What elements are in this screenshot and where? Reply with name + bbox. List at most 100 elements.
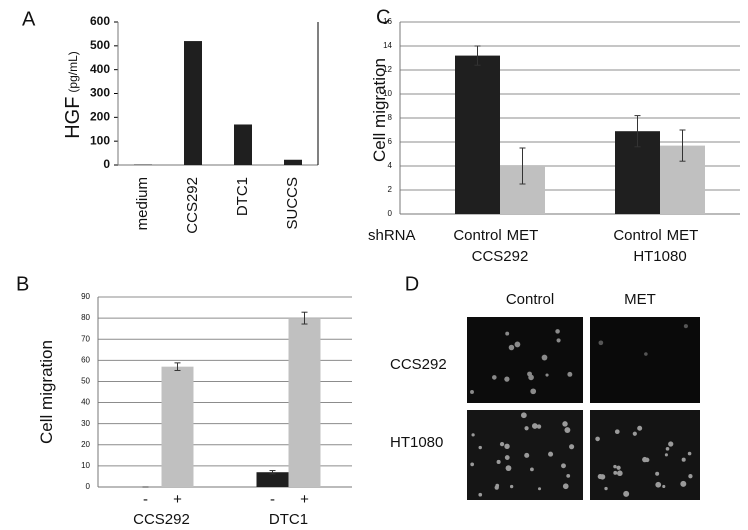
- y-axis-label: HGF: [62, 97, 84, 139]
- y-tick-label: 80: [81, 313, 90, 322]
- cell: [509, 484, 514, 489]
- y-axis-unit: (pg/mL): [66, 51, 80, 92]
- cell: [683, 324, 688, 329]
- cell: [569, 444, 575, 450]
- y-tick-label: 0: [388, 209, 393, 218]
- cell: [555, 329, 560, 334]
- x-tick-label: CCS292: [133, 511, 190, 528]
- series-label: -: [143, 491, 148, 508]
- cell: [561, 463, 566, 469]
- cell: [470, 462, 475, 467]
- cell: [662, 484, 666, 488]
- series-label: Control: [613, 227, 661, 244]
- y-tick-label: 90: [81, 292, 90, 301]
- cell: [478, 492, 483, 497]
- cell: [680, 480, 687, 487]
- y-tick-label: 70: [81, 334, 90, 343]
- y-axis-label: HGF (pg/mL): [62, 51, 84, 139]
- cell: [541, 354, 548, 361]
- cell: [514, 341, 521, 348]
- series-label: MET: [507, 227, 539, 244]
- cell: [478, 445, 482, 450]
- y-tick-label: 30: [81, 419, 90, 428]
- cell: [537, 487, 542, 491]
- cell: [499, 442, 505, 447]
- y-tick-label: 0: [103, 157, 110, 171]
- cell: [655, 471, 660, 476]
- cell: [688, 474, 693, 479]
- cell: [616, 465, 621, 470]
- cell: [504, 443, 510, 450]
- y-tick-label: 6: [388, 137, 393, 146]
- cell: [567, 371, 573, 377]
- cell: [471, 433, 475, 437]
- y-tick-label: 12: [383, 65, 392, 74]
- row-label: shRNA: [368, 227, 416, 244]
- series-label: MET: [667, 227, 699, 244]
- cell: [470, 390, 474, 394]
- cell: [562, 483, 569, 490]
- bar: [256, 472, 289, 487]
- y-tick-label: 500: [90, 38, 110, 52]
- y-tick-label: 400: [90, 62, 110, 76]
- bar: [234, 124, 252, 165]
- cell: [505, 331, 510, 336]
- y-tick-label: 8: [388, 113, 393, 122]
- cell: [655, 481, 662, 488]
- cell: [613, 470, 618, 475]
- cell: [530, 388, 537, 395]
- cell: [524, 452, 530, 458]
- cell: [598, 340, 604, 346]
- panel-label: D: [405, 273, 419, 295]
- y-tick-label: 40: [81, 398, 90, 407]
- row-label: HT1080: [390, 434, 443, 451]
- y-tick-label: 600: [90, 14, 110, 28]
- bar: [284, 159, 302, 165]
- cell: [495, 483, 500, 488]
- cell: [504, 455, 510, 460]
- bar: [455, 55, 500, 214]
- cell: [664, 453, 668, 457]
- y-tick-label: 20: [81, 440, 90, 449]
- x-tick-label: medium: [134, 177, 151, 230]
- cell: [520, 412, 527, 419]
- y-tick-label: 10: [383, 89, 392, 98]
- row-label: CCS292: [390, 356, 447, 373]
- y-tick-label: 50: [81, 377, 90, 386]
- cell: [496, 459, 501, 464]
- bar: [161, 366, 194, 487]
- cell: [623, 490, 630, 497]
- y-tick-label: 2: [388, 185, 393, 194]
- y-tick-label: 200: [90, 110, 110, 124]
- y-tick-label: 16: [383, 17, 392, 26]
- y-axis-label: Cell migration: [370, 58, 389, 162]
- cell: [613, 464, 617, 469]
- y-tick-label: 60: [81, 355, 90, 364]
- x-tick-label: SUCCS: [284, 177, 301, 230]
- series-label: Control: [453, 227, 501, 244]
- y-axis-label: Cell migration: [37, 340, 56, 444]
- y-tick-label: 100: [90, 133, 110, 147]
- cell: [665, 447, 670, 451]
- cell: [614, 429, 620, 435]
- cell: [681, 457, 686, 462]
- cell: [545, 373, 549, 377]
- cell: [637, 425, 643, 431]
- series-label: -: [270, 491, 275, 508]
- y-tick-label: 10: [81, 461, 90, 470]
- cell: [644, 352, 648, 356]
- cell: [528, 374, 534, 381]
- cell: [524, 426, 529, 431]
- series-label: +: [173, 491, 182, 508]
- cell: [616, 470, 623, 477]
- cell: [531, 423, 538, 429]
- cell: [632, 431, 637, 436]
- series-label: +: [300, 491, 309, 508]
- cell: [644, 457, 650, 463]
- panel-label: C: [376, 6, 390, 28]
- cell: [562, 421, 568, 427]
- column-label: Control: [506, 291, 554, 308]
- y-tick-label: 0: [86, 482, 91, 491]
- panel-label: B: [16, 273, 29, 295]
- micrograph: [467, 317, 583, 403]
